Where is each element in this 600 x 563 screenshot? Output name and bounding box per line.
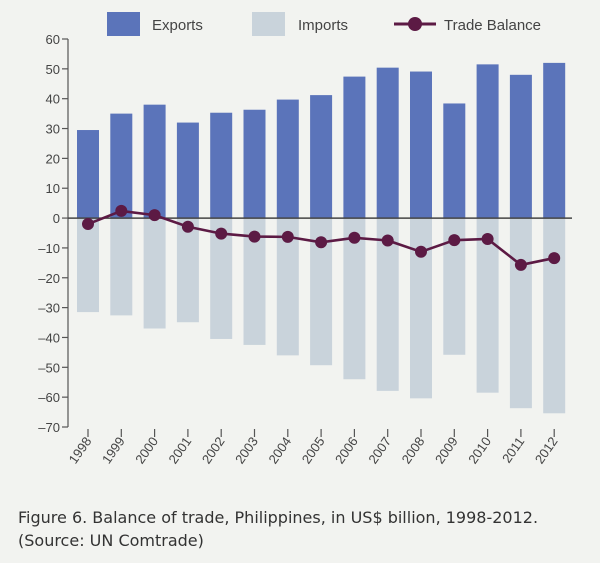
y-tick-label: –50: [38, 360, 60, 375]
trade-balance-point-2005: [315, 236, 328, 249]
y-tick-label: 10: [46, 181, 60, 196]
y-axis: 60 50 40 30 20 10 0 –10 –20 –30 –40 –50 –60 –70: [38, 32, 69, 435]
x-tick-label: 2008: [399, 434, 428, 466]
y-tick-label: 40: [46, 92, 60, 107]
exports-bar-2011: [509, 74, 532, 219]
x-tick-label: 2003: [232, 434, 261, 466]
imports-bar-2003: [243, 218, 266, 345]
x-tick-label: 2004: [265, 434, 294, 466]
trade-balance-point-2007: [381, 234, 394, 247]
trade-balance-point-2010: [481, 232, 494, 245]
exports-bar-2007: [376, 67, 399, 219]
imports-bar-2000: [143, 218, 166, 329]
legend-marker-trade-balance: [408, 17, 422, 31]
x-tick-label: 2010: [465, 434, 494, 466]
x-tick-label: 2001: [165, 434, 194, 466]
trade-balance-point-2000: [148, 209, 161, 222]
imports-bar-2010: [476, 218, 499, 393]
y-tick-label: 0: [53, 211, 60, 226]
caption-line-1: Figure 6. Balance of trade, Philippines,…: [18, 508, 539, 527]
imports-bar-2004: [276, 218, 299, 356]
y-tick-label: –60: [38, 390, 60, 405]
y-tick-label: 20: [46, 151, 60, 166]
trade-balance-series: [82, 204, 561, 271]
imports-bar-2008: [410, 218, 432, 399]
exports-bar-2002: [210, 112, 233, 219]
y-tick-label: –20: [38, 271, 60, 286]
legend-label-exports: Exports: [152, 17, 203, 34]
y-tick-label: –30: [38, 301, 60, 316]
exports-bar-2001: [176, 122, 199, 219]
trade-balance-point-2001: [181, 220, 194, 233]
y-tick-label: –40: [38, 330, 60, 345]
imports-bar-2007: [376, 218, 399, 391]
chart: Exports Imports Trade Balance 60 50 40 30 20…: [38, 12, 572, 466]
imports-bar-1999: [110, 218, 133, 316]
exports-bar-2008: [410, 71, 432, 219]
x-tick-label: 2012: [532, 434, 561, 466]
legend: Exports Imports Trade Balance: [107, 12, 541, 36]
x-tick-label: 2000: [132, 434, 161, 466]
y-tick-label: –10: [38, 241, 60, 256]
figure-caption: Figure 6. Balance of trade, Philippines,…: [18, 506, 593, 552]
trade-balance-point-2002: [215, 227, 228, 240]
legend-swatch-exports: [107, 12, 140, 36]
trade-balance-point-1998: [82, 218, 94, 231]
exports-bar-2003: [243, 109, 266, 219]
y-tick-label: 50: [46, 62, 60, 77]
x-tick-label: 1998: [66, 434, 95, 466]
imports-bar-2011: [509, 218, 532, 409]
y-tick-label: 60: [46, 32, 60, 47]
y-tick-label: –70: [38, 420, 60, 435]
imports-bar-2009: [443, 218, 466, 355]
legend-swatch-imports: [252, 12, 285, 36]
imports-bar-2012: [543, 218, 566, 414]
exports-bar-2006: [343, 76, 366, 219]
exports-bar-2005: [310, 95, 333, 219]
exports-bar-1998: [77, 130, 99, 219]
exports-bar-2010: [476, 64, 499, 219]
x-tick-label: 2007: [365, 434, 394, 466]
trade-balance-point-2012: [548, 252, 561, 265]
x-tick-label: 2002: [199, 434, 228, 466]
trade-balance-point-2008: [415, 245, 427, 258]
x-tick-label: 2006: [332, 434, 361, 466]
exports-bar-1999: [110, 113, 133, 219]
trade-balance-point-2003: [248, 230, 261, 243]
imports-bar-1998: [77, 218, 99, 313]
exports-bar-2012: [543, 62, 566, 219]
exports-bar-2004: [276, 99, 299, 219]
imports-bar-2006: [343, 218, 366, 380]
trade-balance-point-1999: [115, 204, 128, 217]
x-tick-label: 1999: [99, 434, 128, 466]
trade-balance-point-2006: [348, 231, 361, 244]
imports-bar-2001: [176, 218, 199, 323]
x-tick-label: 2005: [299, 434, 328, 466]
exports-bars: [77, 62, 566, 219]
caption-line-2: (Source: UN Comtrade): [18, 531, 204, 550]
imports-bar-2002: [210, 218, 233, 339]
x-tick-label: 2009: [432, 434, 461, 466]
exports-bar-2000: [143, 104, 166, 219]
legend-label-imports: Imports: [298, 17, 348, 34]
x-tick-label: 2011: [499, 434, 527, 466]
trade-balance-point-2011: [514, 258, 527, 271]
trade-balance-point-2004: [281, 230, 294, 243]
imports-bars: [77, 218, 566, 414]
exports-bar-2009: [443, 103, 466, 219]
imports-bar-2005: [310, 218, 333, 366]
y-tick-label: 30: [46, 122, 60, 137]
legend-label-trade-balance: Trade Balance: [444, 17, 541, 34]
trade-balance-point-2009: [448, 234, 461, 247]
